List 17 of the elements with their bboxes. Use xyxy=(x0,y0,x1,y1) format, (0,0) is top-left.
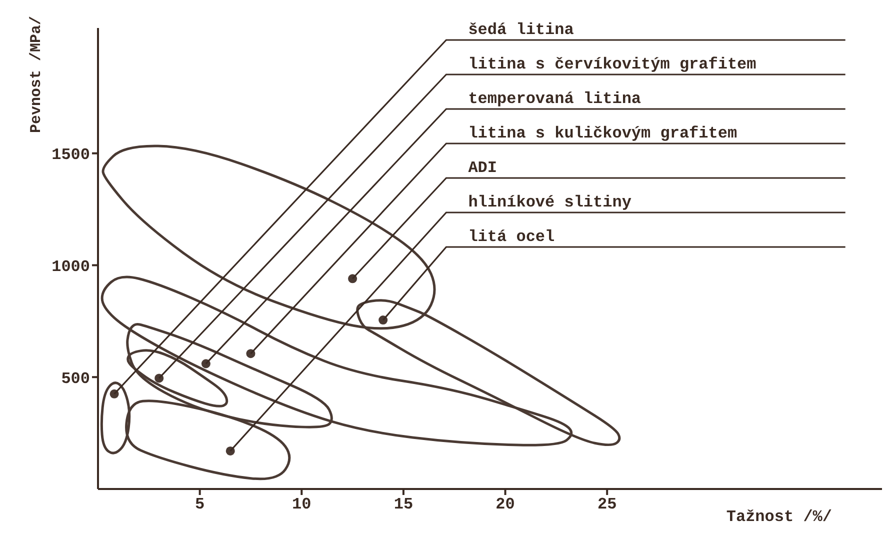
x-tick-label: 15 xyxy=(394,495,414,514)
annotation: ADI xyxy=(468,159,498,177)
x-tick-label: 25 xyxy=(597,495,617,514)
annotation: hliníkové slitiny xyxy=(468,194,632,212)
x-axis-title: Tažnost /%/ xyxy=(726,508,832,526)
y-tick-label: 1500 xyxy=(52,146,90,164)
x-tick-label: 20 xyxy=(496,495,515,514)
y-tick-label: 500 xyxy=(61,370,90,388)
x-tick-label: 10 xyxy=(292,495,312,514)
annotation: šedá litina xyxy=(468,21,574,39)
annotation: litá ocel xyxy=(468,228,555,246)
annotation: temperovaná litina xyxy=(468,90,642,108)
x-tick-label: 5 xyxy=(195,495,205,514)
annotation: litina s červíkovitým grafitem xyxy=(468,56,757,74)
annotation: litina s kuličkovým grafitem xyxy=(468,124,738,142)
y-tick-label: 1000 xyxy=(52,258,90,276)
y-axis-title: Pevnost /MPa/ xyxy=(28,16,45,134)
